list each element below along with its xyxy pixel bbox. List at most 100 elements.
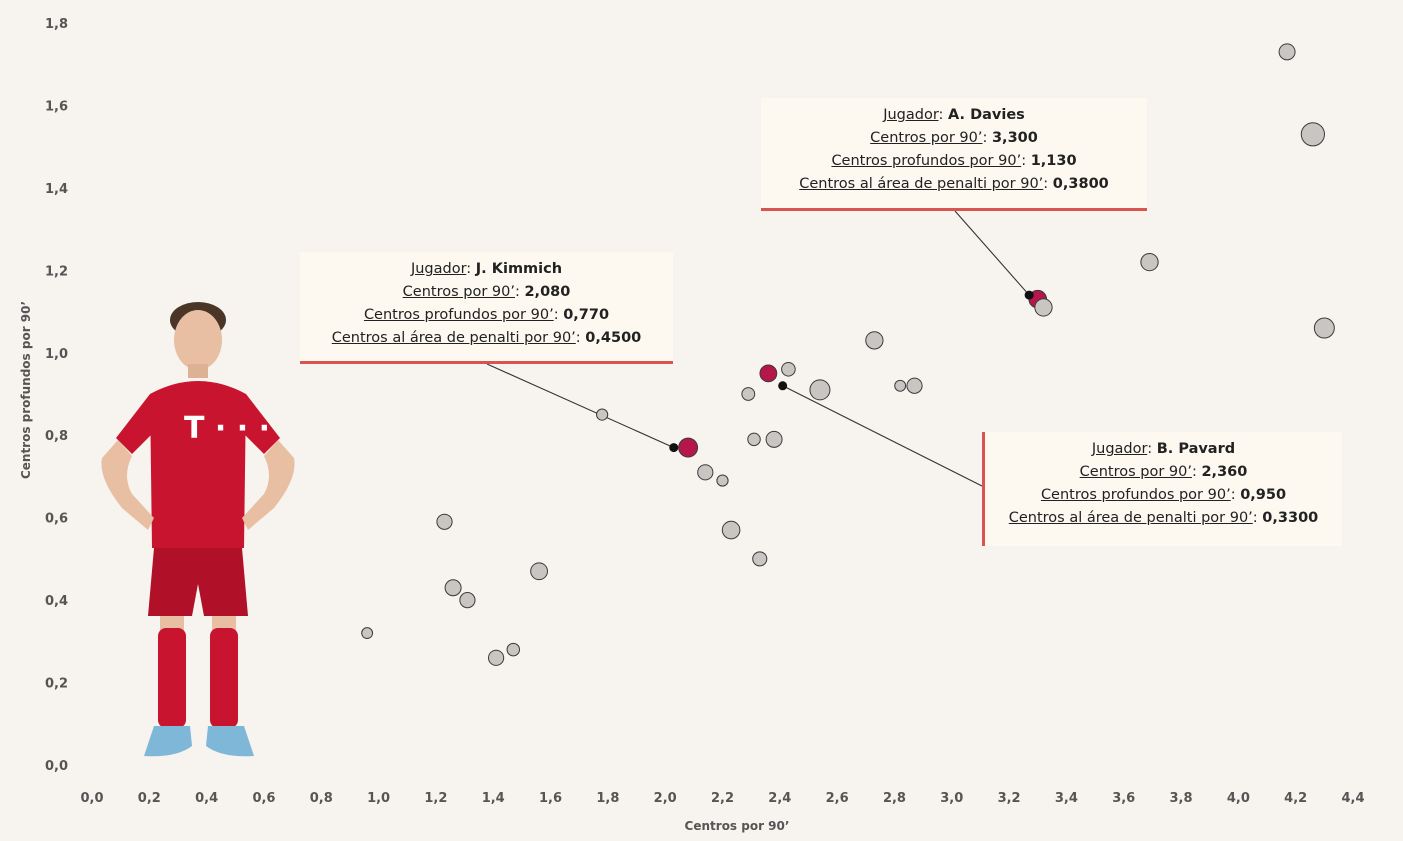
data-point[interactable] [741, 387, 756, 401]
leader-line-pavard [782, 385, 983, 487]
data-point[interactable] [697, 464, 714, 481]
x-tick-label: 4,2 [1284, 791, 1307, 806]
metric-2-value: 0,950 [1240, 487, 1287, 503]
data-point[interactable] [747, 432, 761, 447]
data-point[interactable] [894, 379, 907, 392]
metric-1-value: 2,080 [524, 284, 571, 300]
data-point[interactable] [752, 551, 768, 567]
data-point[interactable] [506, 642, 521, 657]
metric-1-label: Centros por 90’ [402, 284, 515, 300]
player-label: Jugador [1091, 441, 1148, 457]
y-tick-label: 1,6 [45, 99, 68, 114]
x-tick-label: 0,8 [310, 791, 333, 806]
x-tick-label: 1,0 [367, 791, 390, 806]
y-tick-label: 0,8 [45, 429, 68, 444]
scatter-points [361, 43, 1335, 666]
player-name: B. Pavard [1156, 441, 1236, 457]
data-point[interactable] [444, 579, 462, 597]
x-tick-label: 1,2 [424, 791, 447, 806]
metric-2-value: 0,770 [563, 307, 610, 323]
x-tick-label: 2,6 [826, 791, 849, 806]
data-point[interactable] [436, 513, 453, 530]
data-point[interactable] [1300, 122, 1325, 147]
player-label: Jugador [883, 107, 939, 123]
anchor-marker [778, 381, 788, 391]
data-point[interactable] [1313, 317, 1335, 339]
highlighted-point[interactable] [759, 364, 778, 383]
player-label: Jugador [410, 261, 467, 277]
x-tick-label: 2,0 [654, 791, 677, 806]
x-tick-label: 3,4 [1055, 791, 1078, 806]
metric-3-label: Centros al área de penalti por 90’ [1008, 510, 1253, 526]
y-tick-label: 1,2 [45, 264, 68, 279]
metric-2-label: Centros profundos por 90’ [831, 153, 1022, 169]
x-tick-label: 1,8 [596, 791, 619, 806]
y-tick-label: 0,0 [45, 759, 68, 774]
x-tick-label: 2,8 [883, 791, 906, 806]
data-point[interactable] [1140, 252, 1159, 272]
x-tick-label: 2,4 [768, 791, 791, 806]
data-point[interactable] [781, 361, 796, 377]
y-tick-label: 0,2 [45, 677, 68, 692]
metric-3-label: Centros al área de penalti por 90’ [799, 176, 1044, 192]
x-tick-label: 0,4 [195, 791, 218, 806]
metric-1-value: 2,360 [1201, 464, 1248, 480]
x-tick-label: 0,2 [138, 791, 161, 806]
metric-2-label: Centros profundos por 90’ [363, 307, 554, 323]
x-tick-label: 1,4 [482, 791, 505, 806]
y-axis-title: Centros profundos por 90’ [19, 301, 33, 479]
anchor-markers [669, 290, 1034, 453]
x-axis-ticks: 0,0 0,2 0,4 0,6 0,8 1,0 1,2 1,4 1,6 1,8 2,0 2,2 2,4 2… [80, 791, 1364, 806]
data-point[interactable] [530, 562, 548, 581]
x-axis-title: Centros por 90’ [685, 819, 790, 833]
anchor-marker [1024, 290, 1034, 300]
metric-3-label: Centros al área de penalti por 90’ [331, 330, 576, 346]
player-name: A. Davies [948, 107, 1025, 123]
x-tick-label: 3,8 [1170, 791, 1193, 806]
leader-line-kimmich [486, 363, 675, 449]
x-tick-label: 3,6 [1112, 791, 1135, 806]
y-tick-label: 1,4 [45, 182, 68, 197]
data-point[interactable] [716, 474, 729, 487]
y-tick-label: 0,6 [45, 512, 68, 527]
leader-line-davies [954, 210, 1030, 296]
metric-2-value: 1,130 [1030, 153, 1077, 169]
data-point[interactable] [1034, 298, 1053, 317]
x-tick-label: 0,0 [80, 791, 103, 806]
highlighted-point[interactable] [678, 437, 699, 458]
annotation-pavard: Jugador: B. Pavard Centros por 90’: 2,36… [982, 432, 1342, 546]
player-name: J. Kimmich [475, 261, 563, 277]
shirt-logo: T · · · [184, 411, 270, 446]
x-tick-label: 2,2 [711, 791, 734, 806]
metric-1-label: Centros por 90’ [1079, 464, 1192, 480]
anchor-marker [669, 443, 679, 453]
metric-1-value: 3,300 [991, 130, 1038, 146]
metric-3-value: 0,3800 [1052, 176, 1109, 192]
data-point[interactable] [596, 408, 609, 421]
data-point[interactable] [1278, 43, 1296, 61]
y-tick-label: 1,8 [45, 17, 68, 32]
data-point[interactable] [906, 377, 923, 394]
metric-3-value: 0,4500 [585, 330, 642, 346]
data-point[interactable] [487, 649, 505, 666]
y-tick-label: 1,0 [45, 347, 68, 362]
data-point[interactable] [865, 331, 884, 350]
metric-1-label: Centros por 90’ [870, 130, 983, 146]
x-tick-label: 1,6 [539, 791, 562, 806]
y-axis-ticks: 0,0 0,2 0,4 0,6 0,8 1,0 1,2 1,4 1,6 1,8 [45, 17, 68, 774]
x-tick-label: 0,6 [252, 791, 275, 806]
annotation-kimmich: Jugador: J. Kimmich Centros por 90’: 2,0… [300, 252, 673, 364]
y-tick-label: 0,4 [45, 594, 68, 609]
data-point[interactable] [361, 627, 374, 640]
data-point[interactable] [809, 379, 831, 401]
metric-2-label: Centros profundos por 90’ [1040, 487, 1231, 503]
x-tick-label: 4,4 [1341, 791, 1364, 806]
x-tick-label: 4,0 [1227, 791, 1250, 806]
data-point[interactable] [721, 520, 741, 540]
player-photo-icon: T · · · [101, 302, 295, 757]
data-point[interactable] [459, 592, 476, 609]
x-tick-label: 3,2 [998, 791, 1021, 806]
data-point[interactable] [765, 430, 783, 448]
x-tick-label: 3,0 [940, 791, 963, 806]
